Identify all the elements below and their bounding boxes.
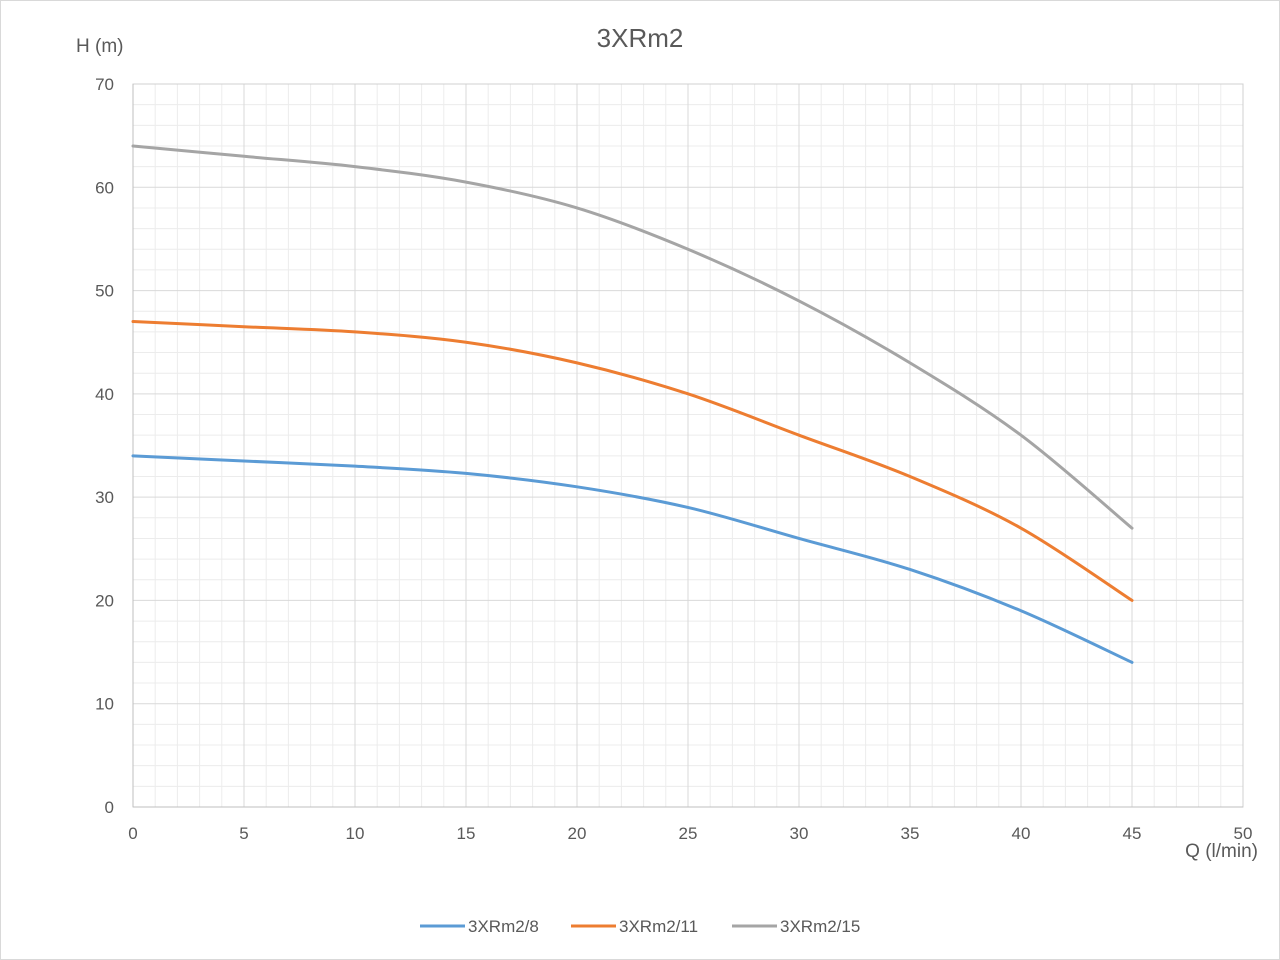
y-tick-label: 60: [95, 178, 114, 197]
x-tick-label: 50: [1234, 824, 1253, 843]
y-axis-ticks: 0 10 20 30 40 50 60 70: [95, 75, 114, 817]
x-tick-label: 5: [239, 824, 248, 843]
series-line-3xrm2-11: [131, 320, 1134, 602]
x-axis-ticks: 0 5 10 15 20 25 30 35 40 45 50: [128, 824, 1252, 843]
plot-border: [132, 83, 1244, 808]
legend: 3XRm2/8 3XRm2/11 3XRm2/15: [420, 917, 860, 936]
y-tick-label: 70: [95, 75, 114, 94]
y-tick-label: 10: [95, 695, 114, 714]
x-tick-label: 30: [790, 824, 809, 843]
x-tick-label: 0: [128, 824, 137, 843]
y-tick-label: 30: [95, 488, 114, 507]
series-line-3xrm2-8: [131, 454, 1134, 664]
y-tick-label: 0: [105, 798, 114, 817]
y-tick-label: 40: [95, 385, 114, 404]
series-lines: [131, 144, 1134, 664]
x-tick-label: 35: [901, 824, 920, 843]
y-axis-title: H (m): [76, 36, 123, 57]
legend-label: 3XRm2/11: [619, 917, 698, 936]
legend-label: 3XRm2/8: [468, 917, 539, 936]
x-tick-label: 45: [1123, 824, 1142, 843]
x-tick-label: 40: [1012, 824, 1031, 843]
x-tick-label: 20: [568, 824, 587, 843]
x-tick-label: 10: [346, 824, 365, 843]
y-tick-label: 50: [95, 282, 114, 301]
series-line-3xrm2-15: [131, 144, 1134, 530]
major-gridlines: [132, 83, 1244, 808]
chart-title: 3XRm2: [597, 23, 684, 53]
x-tick-label: 15: [457, 824, 476, 843]
legend-label: 3XRm2/15: [780, 917, 860, 936]
x-axis-title: Q (l/min): [1185, 841, 1258, 862]
x-tick-label: 25: [679, 824, 698, 843]
y-tick-label: 20: [95, 591, 114, 610]
